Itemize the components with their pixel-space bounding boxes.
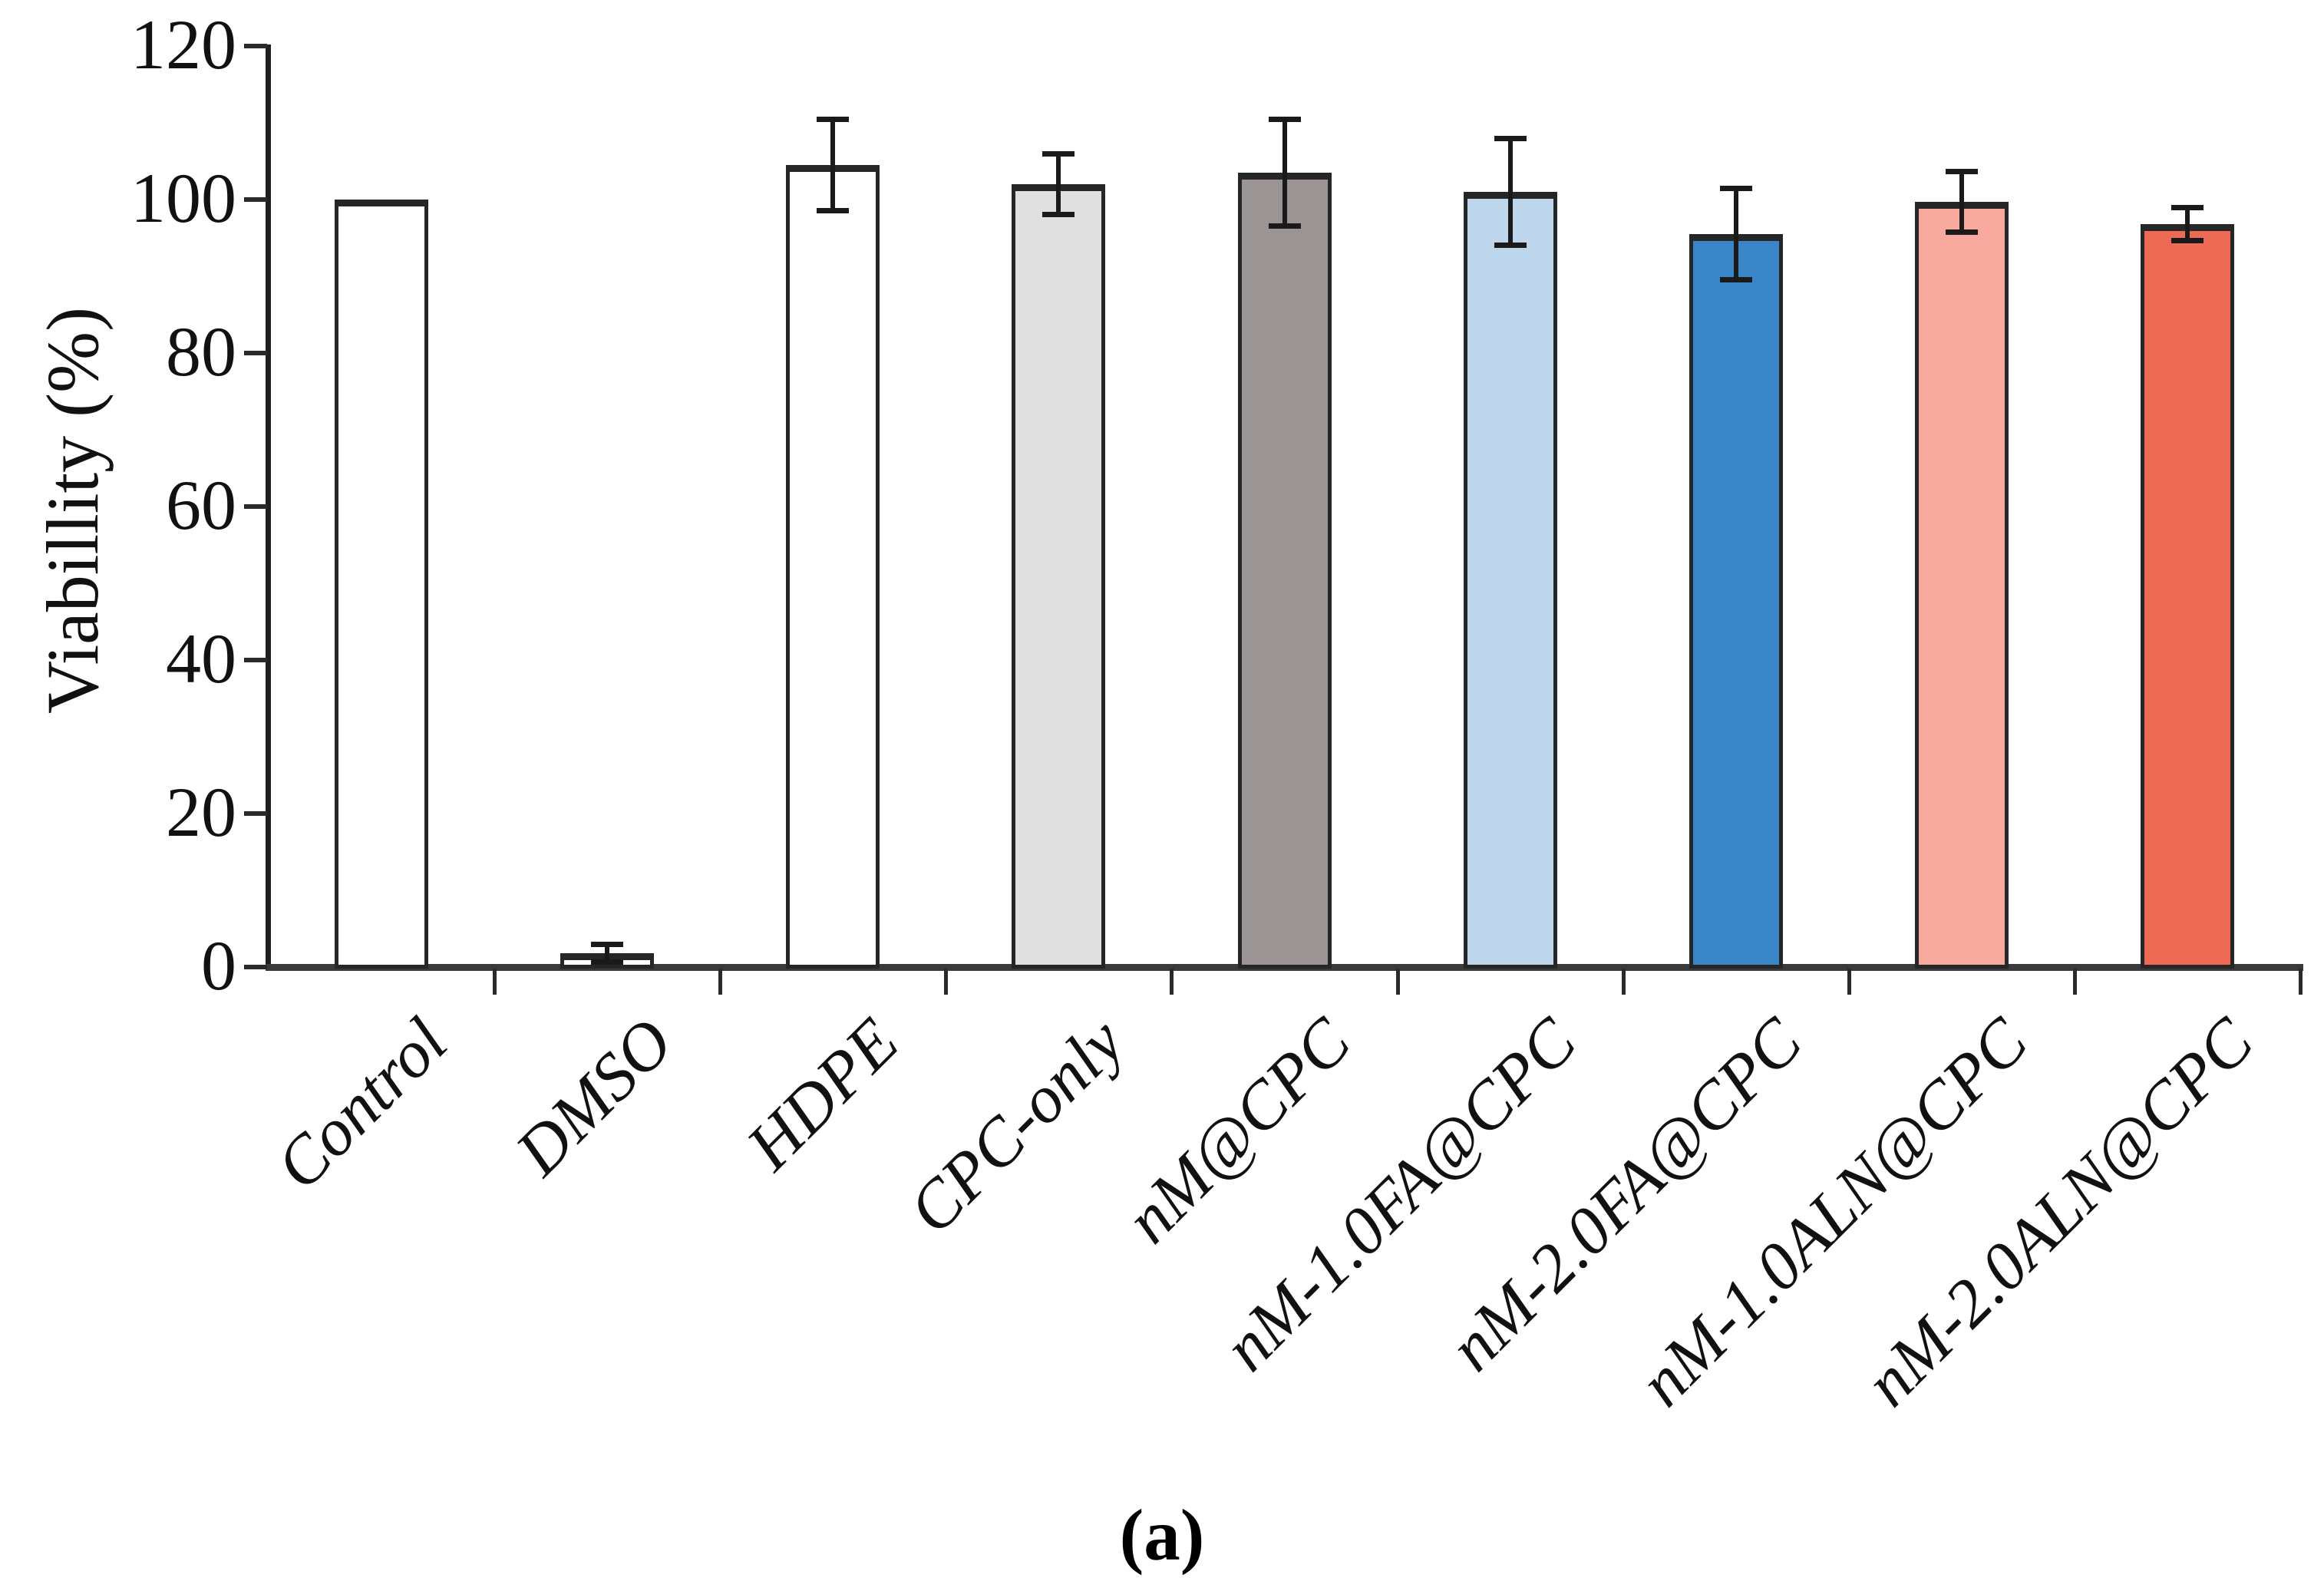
x-label-nm-2-0aln-cpc: nM-2.0ALN@CPC (1850, 1004, 2268, 1421)
x-axis-tick (2299, 969, 2303, 995)
x-axis-tick (2072, 969, 2077, 995)
error-bar-cap-top (591, 942, 624, 947)
error-bar-nm-1-0fa-cpc (1507, 138, 1513, 246)
x-label-control: Control (262, 1004, 462, 1204)
x-label-hdpe: HDPE (733, 1004, 913, 1185)
error-bar-nm-2-0fa-cpc (1733, 188, 1738, 280)
y-axis-tick (244, 197, 267, 202)
error-bar-cap-bottom (1042, 212, 1075, 217)
x-axis-tick (1170, 969, 1174, 995)
y-axis-tick (244, 351, 267, 355)
x-label-nm-1-0fa-cpc: nM-1.0FA@CPC (1209, 1004, 1590, 1386)
error-bar-dmso (605, 944, 610, 962)
bar-nm-2-0fa-cpc (1689, 234, 1783, 969)
y-tick-label: 60 (166, 466, 236, 544)
error-bar-hdpe (830, 119, 836, 211)
y-tick-label: 100 (130, 159, 236, 237)
y-axis-tick (244, 44, 267, 48)
error-bar-cap-bottom (2170, 238, 2204, 243)
error-bar-nm-1-0aln-cpc (1959, 171, 1964, 233)
y-tick-label: 0 (201, 926, 236, 1005)
error-bar-cap-top (1042, 151, 1075, 157)
y-tick-label: 40 (166, 619, 236, 698)
error-bar-cap-top (817, 117, 850, 122)
error-bar-cap-top (2170, 205, 2204, 210)
error-bar-cap-bottom (1945, 229, 1978, 235)
error-bar-cap-bottom (1719, 277, 1752, 282)
bar-nm-2-0aln-cpc (2140, 224, 2234, 969)
error-bar-cap-top (1268, 117, 1301, 122)
y-tick-label: 120 (130, 5, 236, 84)
x-axis-tick (1847, 969, 1851, 995)
error-bar-cap-top (1719, 186, 1752, 191)
x-label-nm-1-0aln-cpc: nM-1.0ALN@CPC (1625, 1004, 2042, 1421)
error-bar-cap-top (1945, 169, 1978, 174)
x-label-nm-cpc: nM@CPC (1111, 1004, 1365, 1258)
bar-control (335, 200, 429, 969)
error-bar-nm-cpc (1282, 119, 1287, 226)
x-label-cpc-only: CPC-only (895, 1004, 1139, 1249)
y-tick-label: 20 (166, 773, 236, 851)
y-tick-label: 80 (166, 312, 236, 391)
y-axis (266, 45, 271, 971)
error-bar-cap-bottom (1268, 223, 1301, 229)
bar-nm-1-0aln-cpc (1914, 202, 2009, 969)
x-axis-tick (1395, 969, 1400, 995)
error-bar-cpc-only (1056, 153, 1061, 215)
x-label-nm-2-0fa-cpc: nM-2.0FA@CPC (1434, 1004, 1817, 1386)
y-axis-tick (244, 658, 267, 662)
bar-nm-1-0fa-cpc (1463, 192, 1557, 969)
bar-cpc-only (1012, 184, 1106, 969)
x-axis-tick (718, 969, 723, 995)
x-axis-tick (944, 969, 949, 995)
error-bar-nm-2-0aln-cpc (2184, 207, 2190, 241)
x-axis-tick (493, 969, 497, 995)
y-axis-tick (244, 965, 267, 969)
error-bar-cap-bottom (1494, 243, 1527, 248)
y-axis-tick (244, 811, 267, 816)
y-axis-tick (244, 504, 267, 509)
error-bar-cap-bottom (591, 959, 624, 965)
error-bar-cap-bottom (817, 208, 850, 213)
bar-hdpe (786, 165, 880, 969)
figure-caption: (a) (1119, 1494, 1205, 1576)
error-bar-cap-top (1494, 136, 1527, 141)
x-axis-tick (1621, 969, 1626, 995)
bar-nm-cpc (1237, 173, 1332, 969)
x-label-dmso: DMSO (502, 1004, 688, 1190)
